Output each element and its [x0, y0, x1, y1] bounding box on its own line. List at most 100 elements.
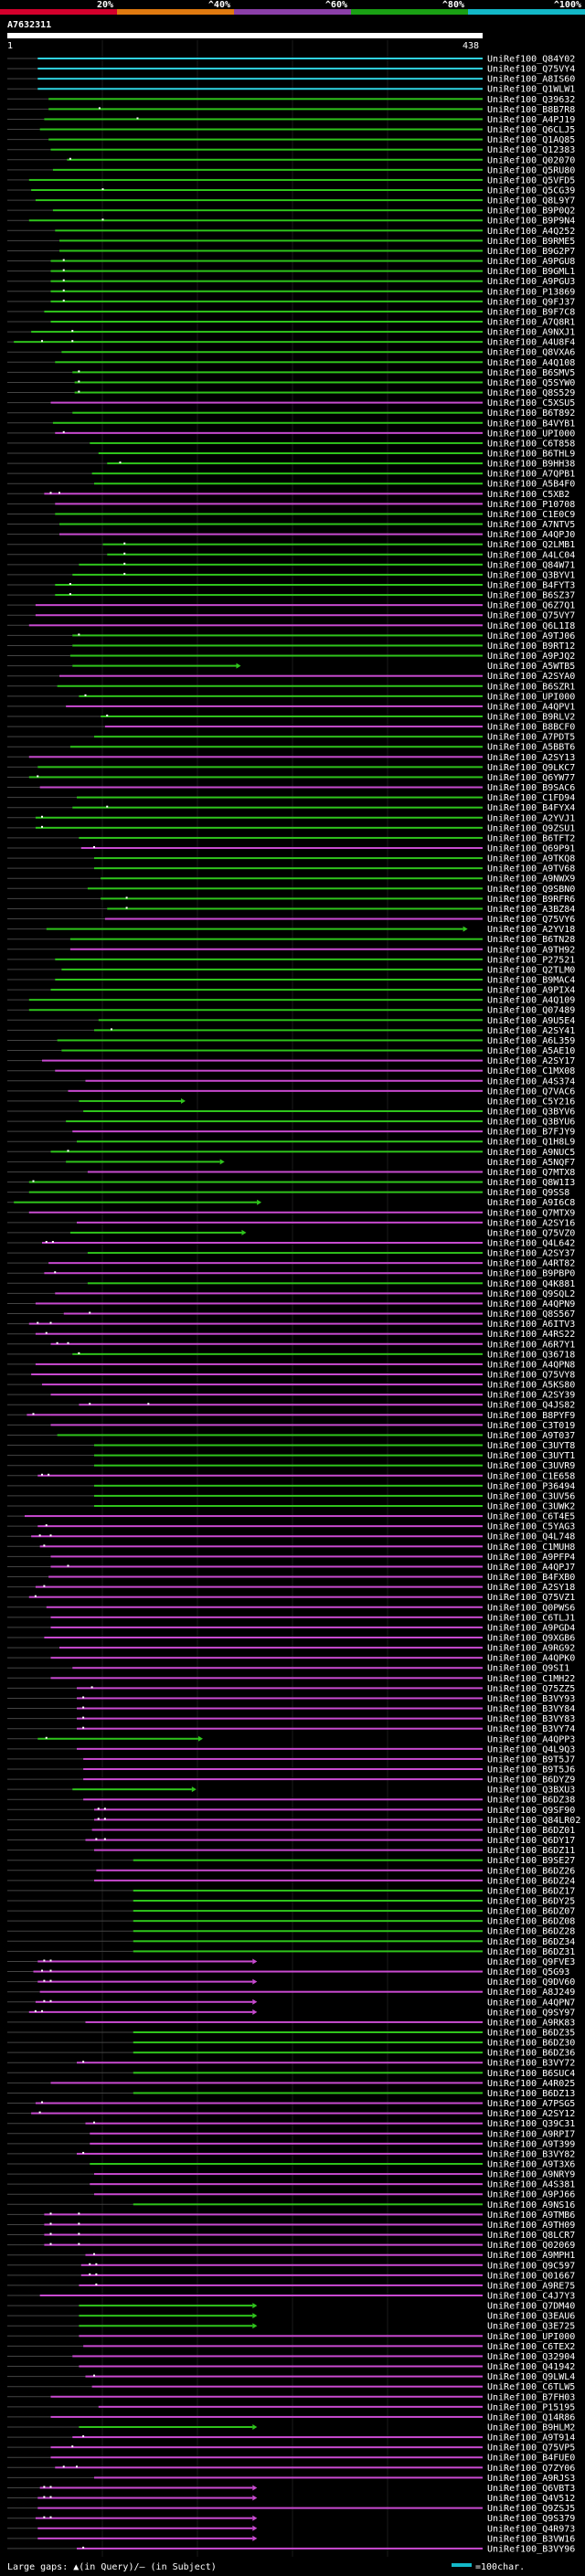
gap-marker — [43, 1544, 46, 1547]
hit-bar — [28, 1322, 483, 1325]
hit-row: UniRef100_Q12383 — [7, 145, 575, 155]
gap-marker — [119, 461, 122, 464]
hit-row: UniRef100_Q5CG39 — [7, 186, 575, 196]
hit-bar — [69, 746, 483, 748]
hit-label: UniRef100_C1E0C9 — [487, 510, 575, 520]
hit-label: UniRef100_Q2TLM0 — [487, 965, 575, 975]
hit-row: UniRef100_B3VY96 — [7, 2544, 575, 2554]
hit-bar — [35, 2102, 483, 2104]
hit-bar — [133, 2072, 483, 2074]
hit-row: UniRef100_A2SY37 — [7, 1249, 575, 1259]
hit-label: UniRef100_B9RT12 — [487, 641, 575, 652]
hit-label: UniRef100_B6THL9 — [487, 450, 575, 460]
hit-label: UniRef100_B6SUC4 — [487, 2069, 575, 2079]
hit-bar — [76, 2062, 483, 2064]
scale-segment — [0, 9, 117, 15]
hit-bar — [37, 2527, 253, 2529]
hit-bar — [50, 300, 483, 302]
hit-label: UniRef100_B6DZ07 — [487, 1907, 575, 1917]
hit-row: UniRef100_A6ITV3 — [7, 1320, 575, 1330]
hit-label: UniRef100_C6T4E5 — [487, 1512, 575, 1522]
hit-label: UniRef100_A8J249 — [487, 1988, 575, 1998]
hit-row: UniRef100_B9G2P7 — [7, 247, 575, 257]
hit-row: UniRef100_Q7ZY06 — [7, 2464, 575, 2474]
gap-marker — [78, 370, 80, 373]
hit-label: UniRef100_Q6L1I8 — [487, 621, 575, 631]
hit-label: UniRef100_B6SZR1 — [487, 682, 575, 692]
hit-label: UniRef100_Q01667 — [487, 2271, 575, 2281]
hit-bar — [96, 1869, 484, 1871]
hit-label: UniRef100_A9PJQ2 — [487, 652, 575, 662]
gap-marker — [82, 2546, 85, 2549]
hit-label: UniRef100_Q3E725 — [487, 2322, 575, 2332]
hit-bar — [107, 553, 483, 556]
hit-bar — [76, 1697, 483, 1700]
gap-marker — [40, 1473, 43, 1476]
hit-row: UniRef100_A5B4F0 — [7, 480, 575, 490]
hit-bar — [90, 2142, 484, 2145]
hit-bar — [72, 1352, 483, 1355]
hit-row: UniRef100_A4Q252 — [7, 227, 575, 237]
gap-marker — [78, 2232, 80, 2235]
hit-bar — [50, 1394, 483, 1396]
hit-bar — [28, 1595, 483, 1598]
hit-bar — [41, 1383, 483, 1386]
hit-row: UniRef100_A9PJ66 — [7, 2190, 575, 2200]
hit-label: UniRef100_Q02069 — [487, 2241, 575, 2251]
hit-bar — [133, 1910, 483, 1913]
hit-row: UniRef100_C3UWK2 — [7, 1502, 575, 1512]
hit-label: UniRef100_Q6DY17 — [487, 1836, 575, 1846]
hit-end-arrow — [219, 1159, 225, 1165]
hit-bar — [58, 674, 483, 677]
hit-row: UniRef100_A6R7Y1 — [7, 1340, 575, 1350]
hit-label: UniRef100_UPI000 — [487, 2332, 575, 2342]
hit-row: UniRef100_A9TJ06 — [7, 631, 575, 641]
hit-label: UniRef100_Q3BYV1 — [487, 570, 575, 580]
hit-bar — [28, 2010, 253, 2013]
gap-marker — [62, 2465, 65, 2468]
hit-bar — [50, 280, 483, 282]
hit-row: UniRef100_B4FYX4 — [7, 803, 575, 813]
hit-row: UniRef100_Q75ZZ5 — [7, 1684, 575, 1694]
hit-row: UniRef100_A9TV68 — [7, 864, 575, 875]
hit-row: UniRef100_C6TLJ1 — [7, 1613, 575, 1623]
hit-label: UniRef100_A2SY37 — [487, 1249, 575, 1259]
hit-label: UniRef100_B6DZ36 — [487, 2049, 575, 2059]
gap-marker — [82, 2435, 85, 2438]
hit-bar — [37, 1474, 484, 1477]
hit-label: UniRef100_Q84LR02 — [487, 1816, 580, 1826]
hit-bar — [46, 1606, 484, 1608]
hit-label: UniRef100_A2SYA0 — [487, 672, 575, 682]
hit-row: UniRef100_Q32904 — [7, 2352, 575, 2362]
hit-row: UniRef100_A8J249 — [7, 1988, 575, 1998]
hit-label: UniRef100_B9HH38 — [487, 460, 575, 470]
hit-label: UniRef100_Q02070 — [487, 155, 575, 165]
hit-row: UniRef100_P10708 — [7, 500, 575, 510]
hit-bar — [72, 1788, 192, 1791]
hit-label: UniRef100_Q84W71 — [487, 560, 575, 570]
hit-label: UniRef100_A9RJS3 — [487, 2474, 575, 2484]
hit-label: UniRef100_Q9SF90 — [487, 1806, 575, 1816]
hit-label: UniRef100_Q2LMB1 — [487, 540, 575, 550]
hit-bar — [27, 1414, 483, 1416]
hit-row: UniRef100_Q3BYU6 — [7, 1118, 575, 1128]
hit-bar — [37, 78, 484, 80]
hit-row: UniRef100_A4U8F4 — [7, 338, 575, 348]
hit-label: UniRef100_A4U8F4 — [487, 338, 575, 348]
hit-bar — [31, 189, 484, 191]
gap-marker — [89, 2263, 91, 2265]
hit-row: UniRef100_Q4L642 — [7, 1239, 575, 1249]
scale-swatch — [452, 2563, 472, 2567]
hit-label: UniRef100_Q4R973 — [487, 2524, 575, 2534]
hit-bar — [87, 1252, 483, 1255]
gap-marker — [56, 1341, 58, 1344]
hit-label: UniRef100_C4J7Y3 — [487, 2292, 575, 2302]
hit-label: UniRef100_B6DYZ9 — [487, 1776, 575, 1786]
hit-row: UniRef100_A2YVJ1 — [7, 813, 575, 823]
hit-bar — [76, 796, 483, 799]
hit-label: UniRef100_A7QPB1 — [487, 470, 575, 480]
hit-bar — [83, 1798, 483, 1801]
hit-label: UniRef100_B9F7C8 — [487, 307, 575, 317]
hit-bar — [72, 1667, 483, 1670]
hit-bar — [79, 694, 483, 697]
